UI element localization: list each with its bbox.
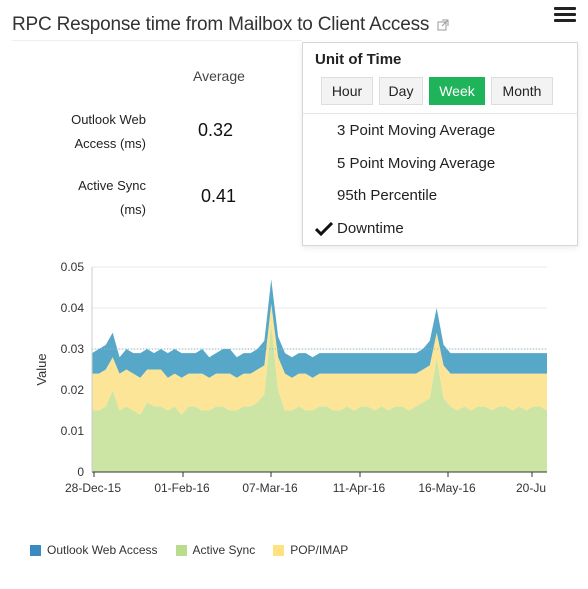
- y-axis-label: Value: [34, 353, 49, 385]
- y-tick-label: 0.01: [61, 424, 85, 438]
- y-tick-label: 0.03: [61, 342, 85, 356]
- area-pop-imap: [92, 303, 547, 415]
- widget-header: RPC Response time from Mailbox to Client…: [12, 10, 578, 40]
- legend-item-activesync[interactable]: Active Sync: [175, 543, 256, 557]
- external-link-icon[interactable]: [437, 19, 449, 31]
- x-tick-label: 07-Mar-16: [242, 481, 298, 495]
- x-tick-label: 28-Dec-15: [65, 481, 121, 495]
- stat-label-activesync: Active Sync (ms): [36, 174, 146, 222]
- widget-title: RPC Response time from Mailbox to Client…: [12, 14, 430, 35]
- x-tick-label: 20-Ju: [516, 481, 546, 495]
- legend-swatch: [175, 544, 187, 556]
- x-tick-label: 16-May-16: [418, 481, 476, 495]
- unit-day-button[interactable]: Day: [379, 77, 423, 105]
- legend-swatch: [273, 544, 285, 556]
- option-5pt-moving-average[interactable]: 5 Point Moving Average: [337, 155, 496, 172]
- unit-of-time-title: Unit of Time: [315, 51, 402, 68]
- stat-label-line: Outlook Web: [71, 112, 146, 127]
- options-dropdown: Unit of Time Hour Day Week Month 3 Point…: [302, 42, 578, 246]
- unit-hour-button[interactable]: Hour: [321, 77, 373, 105]
- chart-legend: Outlook Web Access Active Sync POP/IMAP: [30, 543, 366, 557]
- stat-value-activesync: 0.41: [201, 186, 237, 206]
- x-tick-label: 01-Feb-16: [154, 481, 210, 495]
- legend-item-owa[interactable]: Outlook Web Access: [30, 543, 158, 557]
- y-tick-label: 0.02: [61, 383, 85, 397]
- stacked-area-chart: 0.05 0.04 0.03 0.02 0.01 0 28-Dec-15 01-Feb-16 0…: [34, 260, 547, 495]
- y-tick-label: 0: [77, 465, 84, 479]
- y-tick-label: 0.04: [61, 301, 85, 315]
- area-outlook-web-access: [92, 279, 547, 378]
- stat-label-line: Access (ms): [74, 136, 147, 151]
- y-tick-label: 0.05: [61, 260, 85, 274]
- x-tick-label: 11-Apr-16: [333, 481, 386, 495]
- stats-average-header: Average: [193, 68, 245, 84]
- stat-label-line: (ms): [120, 202, 146, 217]
- unit-week-button[interactable]: Week: [429, 77, 485, 105]
- hamburger-menu-icon[interactable]: [554, 4, 576, 24]
- option-downtime[interactable]: Downtime: [337, 220, 404, 237]
- unit-month-button[interactable]: Month: [491, 77, 553, 105]
- legend-label: POP/IMAP: [290, 543, 349, 557]
- area-active-sync: [92, 324, 547, 472]
- dropdown-separator: [303, 113, 577, 114]
- stat-value-owa: 0.32: [198, 120, 234, 140]
- checkmark-icon: [315, 222, 333, 236]
- legend-label: Outlook Web Access: [47, 543, 158, 557]
- stat-label-line: Active Sync: [78, 178, 146, 193]
- legend-swatch: [30, 544, 41, 556]
- header-divider: [12, 40, 302, 41]
- option-3pt-moving-average[interactable]: 3 Point Moving Average: [337, 122, 496, 139]
- legend-item-popimap[interactable]: POP/IMAP: [273, 543, 348, 557]
- option-95th-percentile[interactable]: 95th Percentile: [337, 187, 438, 204]
- legend-label: Active Sync: [192, 543, 256, 557]
- stat-label-owa: Outlook Web Access (ms): [36, 108, 146, 156]
